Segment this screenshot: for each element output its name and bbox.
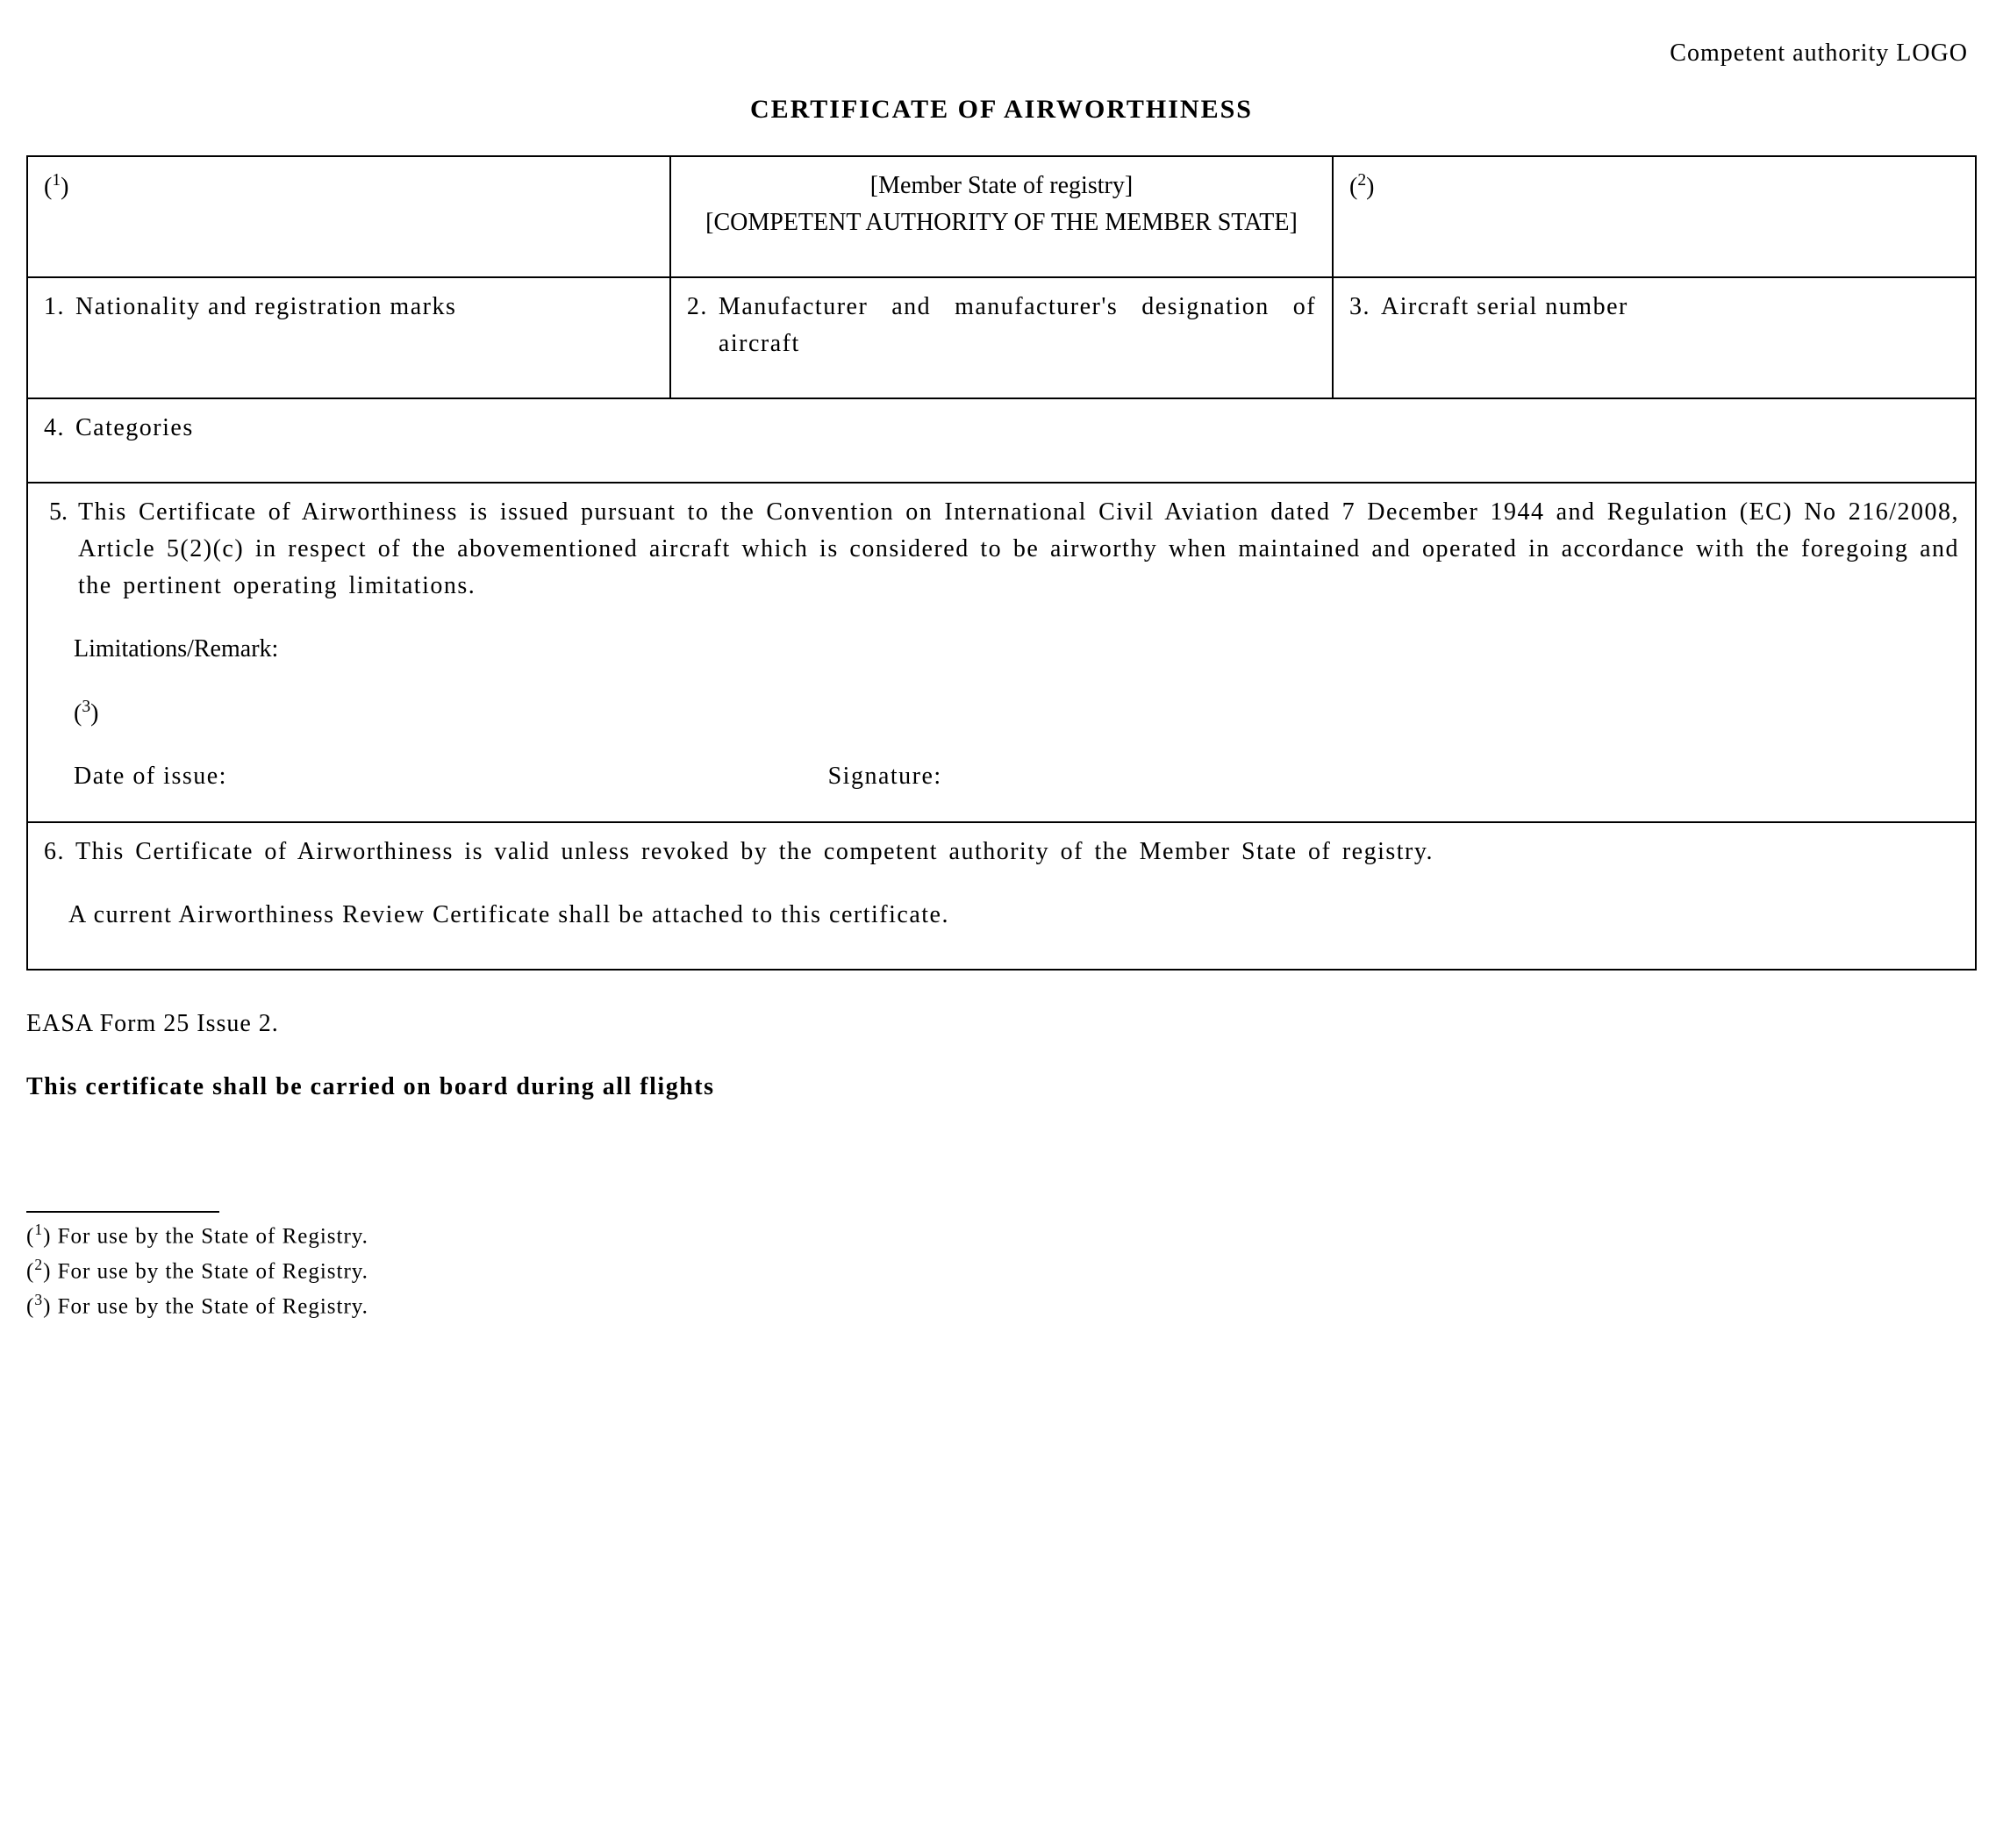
field6-line2: A current Airworthiness Review Certifica…	[44, 897, 1959, 934]
footnote-2: (2) For use by the State of Registry.	[26, 1253, 1977, 1288]
member-state-line: [Member State of registry]	[687, 168, 1316, 204]
field6-num: 6.	[44, 834, 65, 870]
field2-num: 2.	[687, 289, 708, 362]
cell-categories: 4. Categories	[27, 398, 1976, 483]
fn1-text: For use by the State of Registry.	[58, 1225, 368, 1249]
field2-text: Manufacturer and manufacturer's designat…	[719, 289, 1316, 362]
field4-text: Categories	[75, 410, 1959, 447]
certificate-table: (1) [Member State of registry] [COMPETEN…	[26, 155, 1977, 971]
competent-authority-line: [COMPETENT AUTHORITY OF THE MEMBER STATE…	[687, 204, 1316, 241]
fn1-ref: 1	[34, 1221, 43, 1238]
field5-body: This Certificate of Airworthiness is iss…	[78, 494, 1959, 605]
field3-num: 3.	[1349, 289, 1370, 326]
ref3-line: (3)	[49, 694, 1959, 732]
cell-nationality: 1. Nationality and registration marks	[27, 277, 670, 398]
carry-on-board-note: This certificate shall be carried on boa…	[26, 1069, 1977, 1106]
field1-text: Nationality and registration marks	[75, 289, 654, 326]
certificate-title: CERTIFICATE OF AIRWORTHINESS	[26, 90, 1977, 129]
field6-line1: This Certificate of Airworthiness is val…	[75, 834, 1959, 870]
field1-num: 1.	[44, 289, 65, 326]
ref3-sup: 3	[82, 698, 90, 716]
field5-num: 5.	[49, 494, 68, 605]
footnote-rule	[26, 1211, 219, 1213]
fn2-ref: 2	[34, 1256, 43, 1273]
cell-ref-1: (1)	[27, 156, 670, 277]
footnote-3: (3) For use by the State of Registry.	[26, 1288, 1977, 1323]
footnote-1: (1) For use by the State of Registry.	[26, 1218, 1977, 1253]
cell-statement: 5. This Certificate of Airworthiness is …	[27, 483, 1976, 822]
fn3-text: For use by the State of Registry.	[58, 1294, 368, 1318]
cell-validity: 6. This Certificate of Airworthiness is …	[27, 822, 1976, 970]
form-id: EASA Form 25 Issue 2.	[26, 1006, 1977, 1042]
field3-text: Aircraft serial number	[1381, 289, 1959, 326]
cell-ref-2: (2)	[1333, 156, 1976, 277]
field4-num: 4.	[44, 410, 65, 447]
date-of-issue-label: Date of issue:	[74, 758, 828, 795]
ref2-sup: 2	[1357, 171, 1366, 190]
cell-authority: [Member State of registry] [COMPETENT AU…	[670, 156, 1333, 277]
ref1-sup: 1	[52, 171, 61, 190]
cell-serial: 3. Aircraft serial number	[1333, 277, 1976, 398]
logo-placeholder: Competent authority LOGO	[26, 35, 1977, 72]
signature-label: Signature:	[828, 758, 942, 795]
fn3-ref: 3	[34, 1291, 43, 1308]
fn2-text: For use by the State of Registry.	[58, 1259, 368, 1283]
cell-manufacturer: 2. Manufacturer and manufacturer's desig…	[670, 277, 1333, 398]
limitations-label: Limitations/Remark:	[49, 631, 1959, 668]
